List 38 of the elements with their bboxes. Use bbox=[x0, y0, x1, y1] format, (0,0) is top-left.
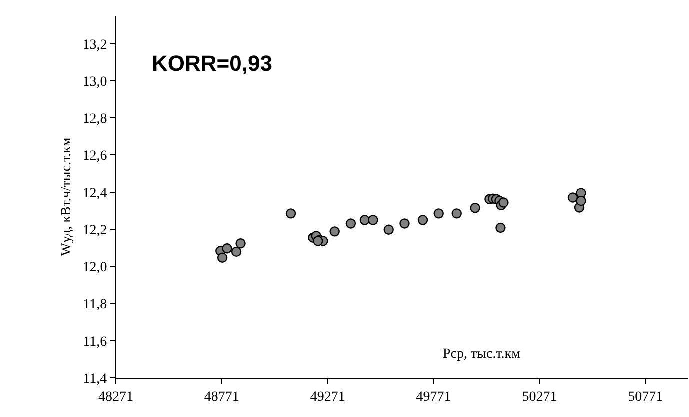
point bbox=[368, 215, 378, 226]
point bbox=[222, 244, 232, 254]
point bbox=[286, 208, 296, 219]
point bbox=[346, 218, 356, 229]
point bbox=[330, 226, 340, 237]
point bbox=[498, 198, 509, 208]
point bbox=[568, 192, 578, 203]
point bbox=[470, 203, 480, 214]
y-tick-label: 12,2 bbox=[82, 223, 108, 238]
point bbox=[496, 222, 506, 234]
y-tick-label: 12,6 bbox=[82, 149, 108, 164]
y-tick-label: 13,0 bbox=[82, 74, 108, 90]
y-tick-label: 11,8 bbox=[83, 298, 108, 313]
x-tick-label: 50771 bbox=[628, 390, 664, 405]
point bbox=[231, 246, 242, 258]
x-tick-label: 48771 bbox=[204, 390, 240, 405]
point bbox=[434, 208, 444, 219]
x-tick-label: 49271 bbox=[310, 390, 346, 405]
point bbox=[217, 252, 228, 263]
point bbox=[576, 196, 586, 206]
y-axis-title: Wуд, кВт.ч/тыс.т.км bbox=[59, 138, 74, 256]
y-tick-label: 11,4 bbox=[83, 372, 108, 387]
x-tick-label: 50271 bbox=[522, 390, 558, 405]
y-tick-label: 13,2 bbox=[82, 38, 108, 53]
point bbox=[360, 215, 370, 226]
point bbox=[418, 215, 428, 226]
annotation: KORR=0,93 bbox=[152, 51, 272, 76]
y-tick-label: 12,0 bbox=[82, 260, 108, 276]
y-tick-label: 11,6 bbox=[83, 334, 108, 350]
y-tick-label: 12,4 bbox=[82, 186, 108, 202]
y-tick-label: 12,8 bbox=[82, 112, 108, 127]
point bbox=[400, 218, 410, 229]
point bbox=[452, 208, 462, 219]
x-tick-label: 48271 bbox=[98, 390, 134, 405]
point bbox=[236, 238, 246, 249]
point bbox=[384, 224, 394, 235]
x-axis-title: Рср, тыс.т.км bbox=[443, 347, 521, 362]
x-tick-label: 49771 bbox=[416, 390, 452, 405]
